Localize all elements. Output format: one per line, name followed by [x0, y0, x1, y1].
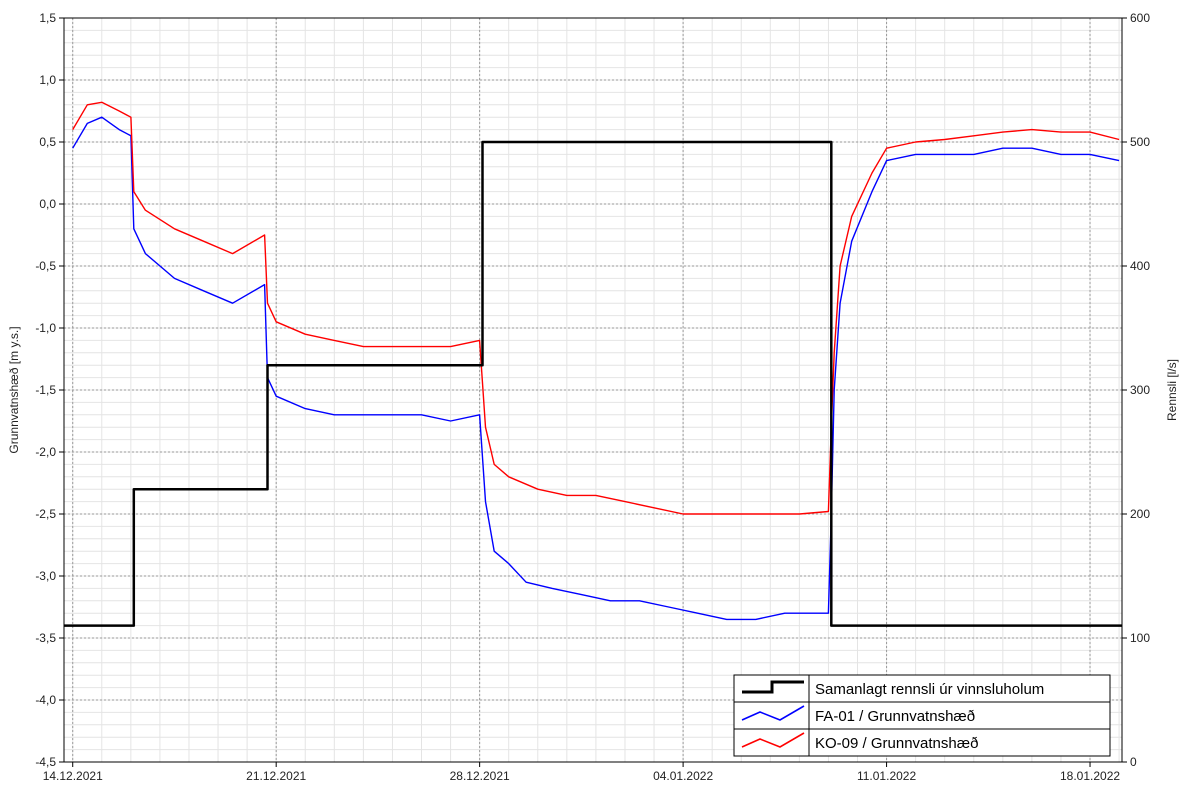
y2-tick-label: 500: [1130, 135, 1150, 149]
x-tick-label: 14.12.2021: [43, 769, 103, 783]
legend-label-ko09: KO-09 / Grunnvatnshæð: [815, 735, 978, 752]
legend-swatch: [741, 732, 805, 748]
y-tick-label: -0,5: [35, 259, 56, 273]
legend-label-flow: Samanlagt rennsli úr vinnsluholum: [815, 681, 1044, 698]
y-tick-label: -2,0: [35, 445, 56, 459]
y-axis-ticks: 1,5 1,0 0,5 0,0 -0,5 -1,0 -1,5 -2,0 -2,5 -3,0 -3,5…: [35, 11, 64, 769]
y-tick-label: -2,5: [35, 507, 56, 521]
x-tick-label: 04.01.2022: [653, 769, 713, 783]
y-tick-label: -3,0: [35, 569, 56, 583]
x-tick-label: 21.12.2021: [246, 769, 306, 783]
series-line-flow: [64, 140, 1122, 627]
y-tick-label: -4,5: [35, 755, 56, 769]
y2-tick-label: 300: [1130, 383, 1150, 397]
y2-axis-ticks: 600 500 400 300 200 100 0: [1122, 11, 1150, 769]
y-tick-label: 0,0: [39, 197, 56, 211]
series-line-ko09: [72, 101, 1120, 515]
legend-box: [733, 674, 1111, 757]
y2-tick-label: 600: [1130, 11, 1150, 25]
legend-swatch: [742, 680, 804, 694]
x-tick-label: 28.12.2021: [450, 769, 510, 783]
y-tick-label: -1,0: [35, 321, 56, 335]
series-layer: [64, 101, 1122, 627]
y-tick-label: 0,5: [39, 135, 56, 149]
legend-label-fa01: FA-01 / Grunnvatnshæð: [815, 708, 975, 725]
y2-tick-label: 400: [1130, 259, 1150, 273]
y-tick-label: -4,0: [35, 693, 56, 707]
y2-tick-label: 200: [1130, 507, 1150, 521]
y-tick-label: -3,5: [35, 631, 56, 645]
y-tick-label: 1,5: [39, 11, 56, 25]
x-axis-ticks: 14.12.2021 21.12.2021 28.12.2021 04.01.2022…: [43, 762, 1120, 783]
x-tick-label: 18.01.2022: [1060, 769, 1120, 783]
legend: Samanlagt rennsli úr vinnsluholum FA-01 …: [733, 674, 1111, 757]
series-line-fa01: [72, 116, 1120, 621]
y2-axis-title: Rennsli [l/s]: [1165, 359, 1179, 421]
y-axis-title: Grunnvatnshæð [m y.s.]: [7, 326, 21, 453]
y-tick-label: -1,5: [35, 383, 56, 397]
legend-swatch: [741, 705, 805, 721]
y2-tick-label: 0: [1130, 755, 1137, 769]
legend-swatches: [741, 680, 805, 748]
x-tick-label: 11.01.2022: [857, 769, 916, 783]
y-tick-label: 1,0: [39, 73, 56, 87]
y2-tick-label: 100: [1130, 631, 1150, 645]
